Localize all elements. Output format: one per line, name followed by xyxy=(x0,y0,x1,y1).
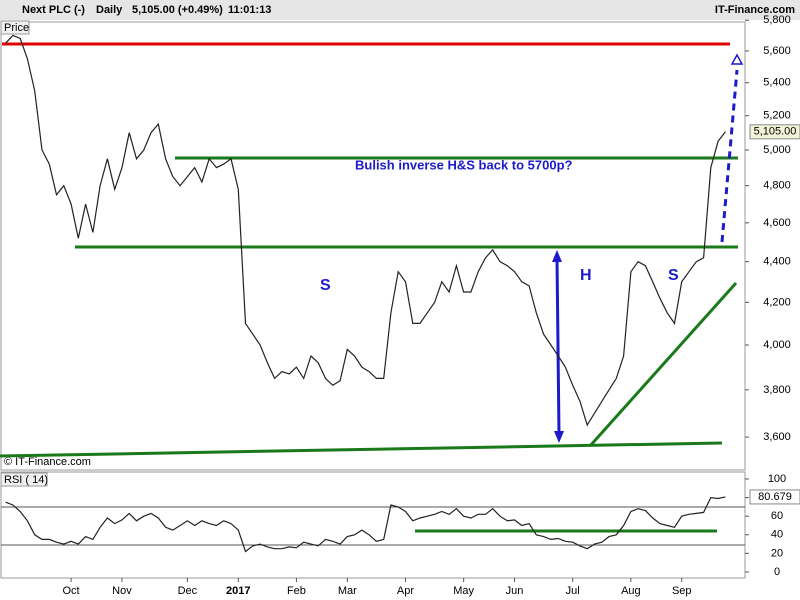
head-label: H xyxy=(580,267,592,284)
x-tick-label: Mar xyxy=(338,585,357,597)
price-label-box xyxy=(0,20,30,35)
period: Daily xyxy=(96,4,123,16)
series-line xyxy=(5,34,726,427)
last-value-box xyxy=(749,489,800,505)
shoulder-label: S xyxy=(320,277,331,294)
series-line xyxy=(5,496,726,553)
x-tick-label: Jun xyxy=(506,585,524,597)
target-marker xyxy=(730,53,744,65)
shoulder-label: S xyxy=(668,267,679,284)
time: 11:01:13 xyxy=(228,4,271,16)
arrow-head xyxy=(554,431,564,443)
last-value-box xyxy=(749,124,800,140)
price-frame xyxy=(0,21,746,471)
annotation: Bulish inverse H&S back to 5700p? xyxy=(355,157,573,172)
x-tick-label: Apr xyxy=(397,585,414,597)
arrow-head xyxy=(552,250,562,262)
y-tick-label: 40 xyxy=(771,529,783,541)
y-tick-label: 5,200 xyxy=(763,110,791,122)
rsi-title: RSI ( 14) xyxy=(4,474,48,486)
support-line xyxy=(0,441,723,458)
projection xyxy=(720,69,739,243)
y-tick-label: 0 xyxy=(774,566,780,578)
rsi-label-box xyxy=(0,472,48,487)
y-tick-label: 4,000 xyxy=(763,339,791,351)
y-tick-label: 5,000 xyxy=(763,144,791,156)
header-bar xyxy=(0,0,800,20)
x-tick-label: 2017 xyxy=(226,585,250,597)
y-tick-label: 4,600 xyxy=(763,217,791,229)
y-tick-label: 100 xyxy=(768,473,786,485)
x-tick-label: Sep xyxy=(672,585,692,597)
last-value-label: 5,105.00 xyxy=(754,126,797,138)
last-value-label: 80.679 xyxy=(758,491,792,503)
x-tick-label: Jul xyxy=(566,585,580,597)
x-tick-label: Aug xyxy=(621,585,641,597)
x-tick-label: Feb xyxy=(287,585,306,597)
x-tick-label: May xyxy=(453,585,474,597)
change: 5,105.00 (+0.49%) xyxy=(132,4,223,16)
y-tick-label: 3,800 xyxy=(763,384,791,396)
x-tick-label: Oct xyxy=(63,585,80,597)
y-tick-label: 4,800 xyxy=(763,180,791,192)
y-tick-label: 3,600 xyxy=(763,431,791,443)
y-tick-label: 5,800 xyxy=(763,14,791,26)
measure-arrow xyxy=(555,257,561,436)
y-tick-label: 60 xyxy=(771,510,783,522)
copyright: © IT-Finance.com xyxy=(4,456,91,468)
x-tick-label: Nov xyxy=(112,585,132,597)
y-tick-label: 4,400 xyxy=(763,256,791,268)
brand: IT-Finance.com xyxy=(715,4,795,16)
y-tick-label: 4,200 xyxy=(763,296,791,308)
symbol: Next PLC (-) xyxy=(22,4,85,16)
trend-line xyxy=(588,281,738,448)
y-tick-label: 5,600 xyxy=(763,45,791,57)
price-label: Price xyxy=(4,22,29,34)
rsi-frame xyxy=(0,471,746,579)
y-tick-label: 20 xyxy=(771,547,783,559)
x-tick-label: Dec xyxy=(178,585,198,597)
y-tick-label: 5,400 xyxy=(763,77,791,89)
